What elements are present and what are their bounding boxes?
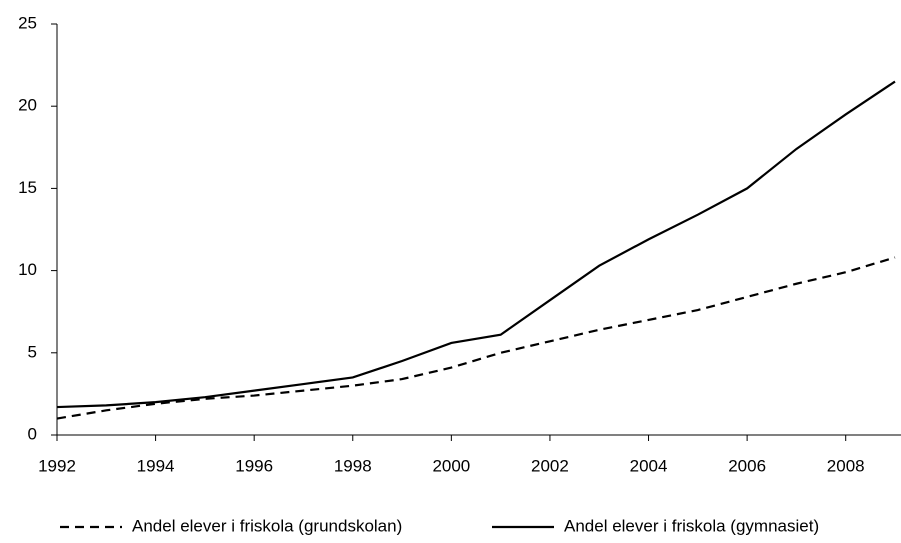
y-tick-label: 20 xyxy=(18,96,37,115)
legend-label: Andel elever i friskola (gymnasiet) xyxy=(564,516,819,535)
y-tick-label: 10 xyxy=(18,260,37,279)
x-tick-label: 2008 xyxy=(827,456,865,475)
x-tick-label: 2004 xyxy=(630,456,668,475)
y-tick-label: 25 xyxy=(18,13,37,32)
x-tick-label: 1998 xyxy=(334,456,372,475)
x-tick-label: 1994 xyxy=(137,456,175,475)
legend-label: Andel elever i friskola (grundskolan) xyxy=(132,516,402,535)
x-tick-label: 1996 xyxy=(235,456,273,475)
y-tick-label: 0 xyxy=(28,424,37,443)
series-line xyxy=(56,80,896,409)
y-tick-label: 5 xyxy=(28,342,37,361)
x-tick-label: 1992 xyxy=(38,456,76,475)
y-tick-label: 15 xyxy=(18,178,37,197)
series-line xyxy=(56,256,896,420)
x-tick-label: 2000 xyxy=(432,456,470,475)
x-tick-label: 2006 xyxy=(728,456,766,475)
x-tick-label: 2002 xyxy=(531,456,569,475)
